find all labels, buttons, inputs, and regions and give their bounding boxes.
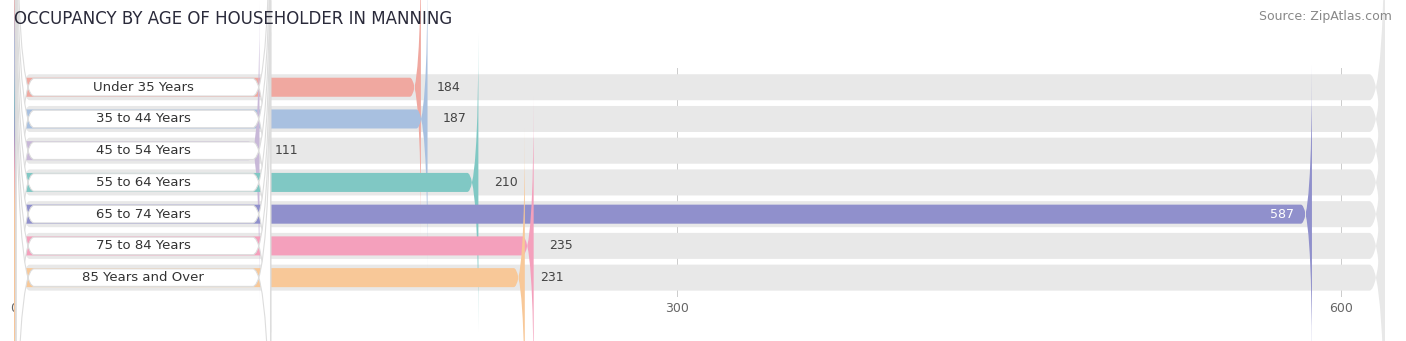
Text: 235: 235 (550, 239, 572, 252)
FancyBboxPatch shape (14, 0, 420, 236)
FancyBboxPatch shape (14, 37, 1385, 341)
Text: 85 Years and Over: 85 Years and Over (83, 271, 204, 284)
Text: 210: 210 (494, 176, 517, 189)
FancyBboxPatch shape (17, 0, 270, 341)
FancyBboxPatch shape (14, 65, 1312, 341)
Text: 587: 587 (1270, 208, 1295, 221)
Text: 35 to 44 Years: 35 to 44 Years (96, 113, 191, 125)
FancyBboxPatch shape (17, 32, 270, 341)
FancyBboxPatch shape (14, 0, 1385, 341)
Text: 75 to 84 Years: 75 to 84 Years (96, 239, 191, 252)
Text: Under 35 Years: Under 35 Years (93, 81, 194, 94)
Text: OCCUPANCY BY AGE OF HOUSEHOLDER IN MANNING: OCCUPANCY BY AGE OF HOUSEHOLDER IN MANNI… (14, 10, 453, 28)
FancyBboxPatch shape (14, 0, 1385, 328)
FancyBboxPatch shape (14, 33, 478, 331)
Text: 184: 184 (436, 81, 460, 94)
FancyBboxPatch shape (14, 69, 1385, 341)
FancyBboxPatch shape (17, 0, 270, 332)
Text: 231: 231 (540, 271, 564, 284)
FancyBboxPatch shape (14, 0, 1385, 341)
Text: 45 to 54 Years: 45 to 54 Years (96, 144, 191, 157)
FancyBboxPatch shape (14, 97, 534, 341)
Text: 65 to 74 Years: 65 to 74 Years (96, 208, 191, 221)
Text: Source: ZipAtlas.com: Source: ZipAtlas.com (1258, 10, 1392, 23)
Text: 55 to 64 Years: 55 to 64 Years (96, 176, 191, 189)
Text: 187: 187 (443, 113, 467, 125)
FancyBboxPatch shape (14, 2, 260, 300)
FancyBboxPatch shape (17, 0, 270, 341)
FancyBboxPatch shape (14, 5, 1385, 341)
FancyBboxPatch shape (17, 0, 270, 341)
FancyBboxPatch shape (14, 129, 524, 341)
FancyBboxPatch shape (14, 0, 1385, 296)
FancyBboxPatch shape (14, 0, 427, 268)
Text: 111: 111 (276, 144, 298, 157)
FancyBboxPatch shape (17, 1, 270, 341)
FancyBboxPatch shape (17, 0, 270, 341)
